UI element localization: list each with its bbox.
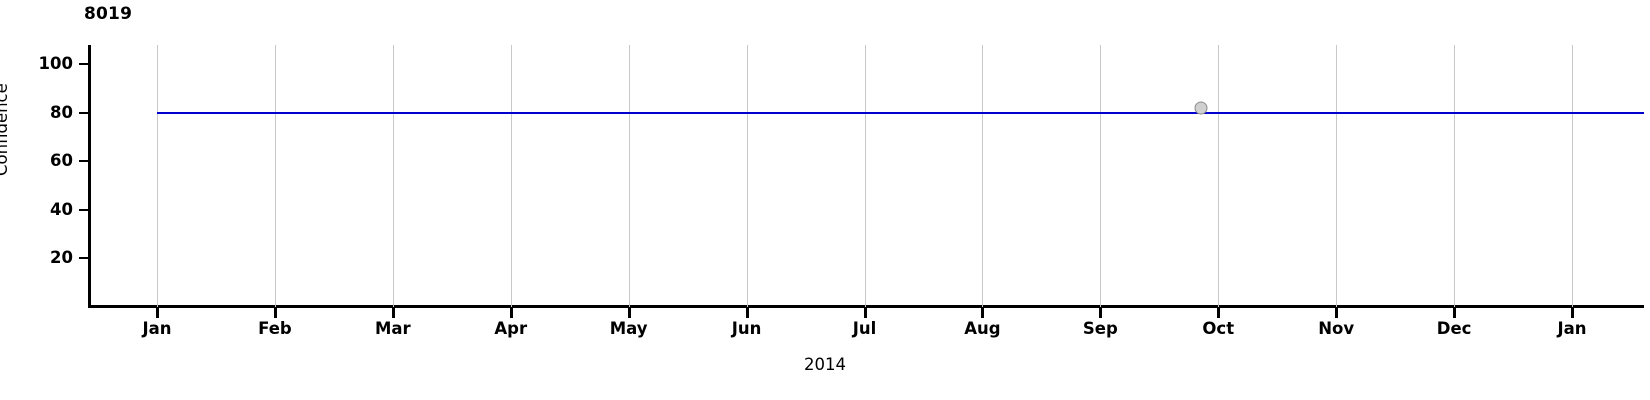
gridline-vertical <box>510 45 512 307</box>
gridline-vertical <box>157 45 158 307</box>
x-axis-tick <box>1571 308 1574 318</box>
x-axis-tick-label: Dec <box>1436 319 1472 338</box>
x-axis-tick <box>391 308 395 318</box>
plot-area <box>88 45 1644 307</box>
x-axis-tick-label: Feb <box>258 319 292 338</box>
y-axis-tick-label: 80 <box>50 102 73 122</box>
y-axis-tick-label: 100 <box>38 54 73 74</box>
gridline-vertical <box>1454 45 1456 307</box>
gridline-vertical <box>392 45 394 307</box>
x-axis-spine <box>88 305 1644 308</box>
y-axis-tick <box>79 111 88 114</box>
x-axis-tick-label: Oct <box>1202 319 1235 338</box>
gridline-vertical <box>746 45 748 307</box>
gridline-vertical <box>628 45 630 307</box>
x-axis-tick-label: Jul <box>852 319 877 338</box>
x-axis-tick-label: Jan <box>1557 319 1587 338</box>
x-axis-tick-label: Mar <box>374 319 411 338</box>
x-axis-tick <box>627 308 631 318</box>
x-axis-tick-label: Jan <box>142 319 172 338</box>
x-axis-tick-label: Jun <box>731 319 762 338</box>
x-axis-tick <box>273 308 277 318</box>
x-axis-tick <box>1453 308 1457 318</box>
gridline-vertical <box>982 45 984 307</box>
chart-title: 8019 <box>84 4 133 24</box>
x-axis-tick <box>1217 308 1221 318</box>
gridline-vertical <box>1218 45 1220 307</box>
gridline-vertical <box>274 45 276 307</box>
y-axis-tick <box>79 63 88 66</box>
x-axis-tick-label: May <box>609 319 648 338</box>
x-axis-tick-label: Nov <box>1318 319 1355 338</box>
y-axis-tick <box>79 257 88 260</box>
y-axis-spine <box>88 45 91 308</box>
x-axis-tick-label: Apr <box>494 319 528 338</box>
gridline-vertical <box>1336 45 1338 307</box>
x-axis-tick <box>745 308 749 318</box>
series-line-threshold-line <box>157 111 1644 115</box>
y-axis-tick-label: 60 <box>50 151 73 171</box>
y-axis-tick-label: 20 <box>50 248 73 268</box>
data-point[interactable] <box>1194 101 1208 115</box>
x-axis-tick <box>863 308 867 318</box>
x-axis-tick-label: Sep <box>1082 319 1118 338</box>
gridline-vertical <box>864 45 866 307</box>
x-axis-tick <box>156 308 159 318</box>
x-axis-tick-label: Aug <box>964 319 1001 338</box>
y-axis-tick-label: 40 <box>50 199 73 219</box>
gridline-vertical <box>1100 45 1102 307</box>
y-axis-tick <box>79 160 88 163</box>
x-axis-tick <box>1099 308 1103 318</box>
x-axis-tick <box>1335 308 1339 318</box>
gridline-vertical <box>1572 45 1573 307</box>
x-axis-tick <box>981 308 985 318</box>
y-axis-tick <box>79 208 88 211</box>
x-axis-label: 2014 <box>804 355 846 374</box>
x-axis-tick <box>509 308 513 318</box>
